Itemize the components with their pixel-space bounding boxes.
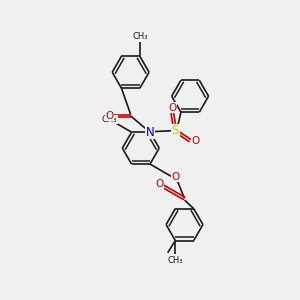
Text: S: S	[172, 124, 179, 137]
Text: N: N	[146, 126, 154, 139]
Text: O: O	[105, 111, 113, 121]
Text: O: O	[155, 179, 163, 190]
Text: CH₃: CH₃	[102, 115, 117, 124]
Text: CH₃: CH₃	[132, 32, 148, 41]
Text: CH₃: CH₃	[167, 256, 183, 265]
Text: O: O	[192, 136, 200, 146]
Text: O: O	[171, 172, 180, 182]
Text: O: O	[168, 103, 176, 112]
